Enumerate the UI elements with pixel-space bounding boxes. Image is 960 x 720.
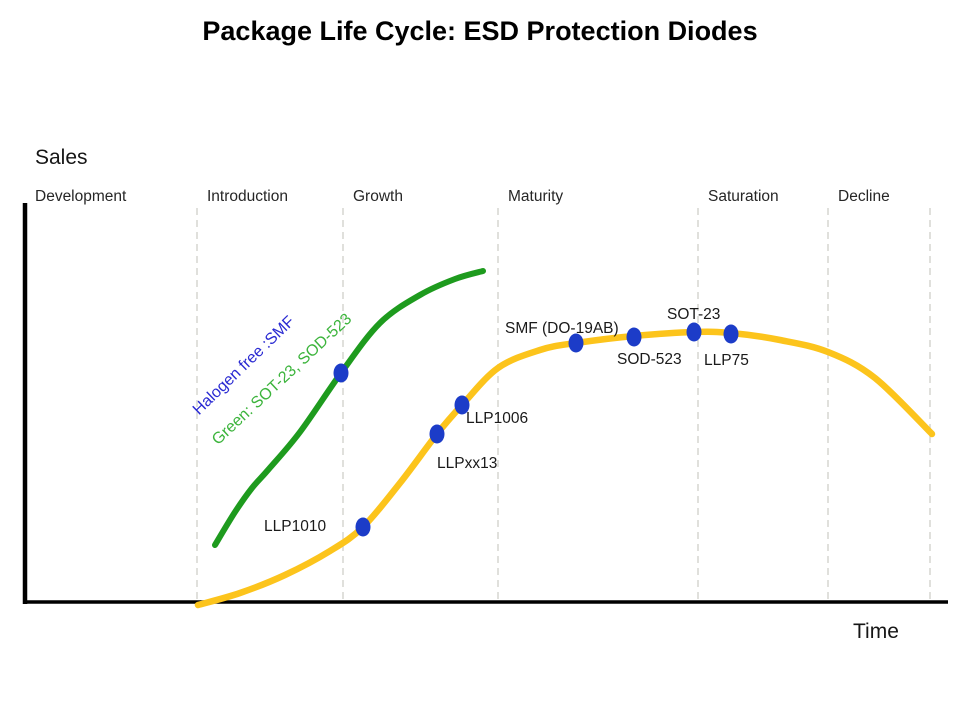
package-marker-dot	[568, 333, 584, 353]
phase-label-introduction: Introduction	[207, 188, 288, 205]
package-marker-dot	[355, 517, 371, 537]
package-marker-dot	[454, 395, 470, 415]
curve-series-0	[194, 328, 936, 609]
chart-title: Package Life Cycle: ESD Protection Diode…	[202, 16, 758, 46]
x-axis-label: Time	[853, 620, 899, 643]
marker-label: LLPxx13	[437, 455, 498, 472]
marker-label: LLP75	[704, 352, 749, 369]
marker-label: LLP1006	[466, 410, 529, 427]
phase-label-growth: Growth	[353, 188, 403, 205]
package-marker-dot	[429, 424, 445, 444]
y-axis-label: Sales	[35, 146, 88, 169]
marker-label: SMF (DO-19AB)	[505, 320, 619, 337]
phase-label-decline: Decline	[838, 188, 890, 205]
phase-label-saturation: Saturation	[708, 188, 779, 205]
marker-label: SOD-523	[617, 351, 682, 368]
package-marker-dot	[686, 322, 702, 342]
phase-label-maturity: Maturity	[508, 188, 564, 205]
marker-label: LLP1010	[264, 518, 327, 535]
package-marker-dot	[626, 327, 642, 347]
package-marker-dot	[723, 324, 739, 344]
marker-label: SOT-23	[667, 306, 721, 323]
curve-series-1	[212, 268, 486, 548]
phase-label-development: Development	[35, 188, 127, 205]
package-marker-dot	[333, 363, 349, 383]
